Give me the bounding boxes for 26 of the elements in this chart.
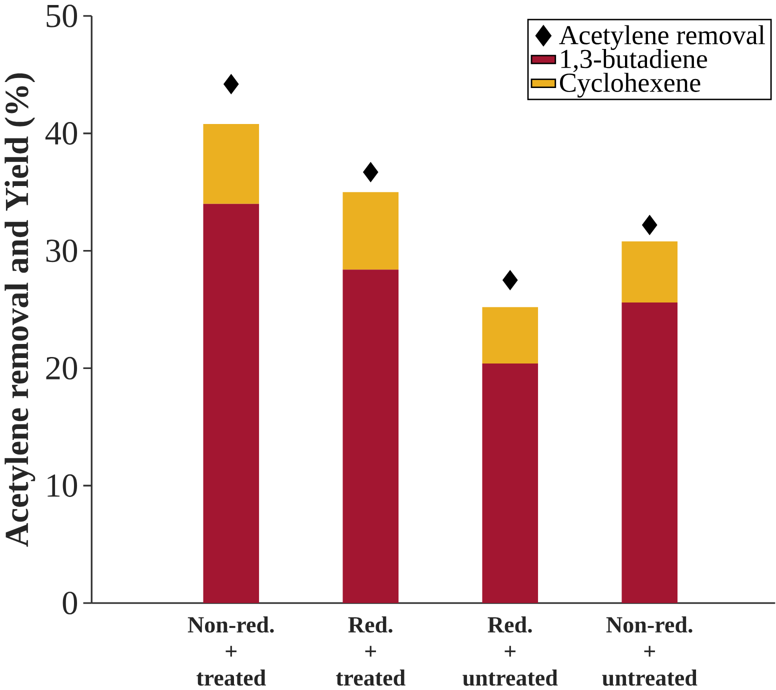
y-tick-label: 0: [62, 592, 78, 614]
x-tick-label: Red. + treated: [336, 616, 406, 686]
point: [363, 162, 378, 182]
bar: [342, 192, 399, 270]
bar: [203, 204, 260, 603]
bar: [622, 241, 678, 302]
y-tick-label: 30: [46, 239, 78, 262]
y-axis-title: Acetylene removal and Yield (%): [4, 73, 36, 547]
y-tick-label: 10: [48, 474, 78, 497]
point: [224, 74, 239, 94]
bar: [482, 363, 538, 603]
x-tick-label: Red. + untreated: [462, 616, 558, 686]
x-tick-label: Non-red. + treated: [188, 616, 274, 686]
legend-label: 1,3-butadiene: [561, 48, 708, 72]
legend-label: Acetylene removal: [559, 25, 765, 50]
legend-label: Cyclohexene: [560, 72, 700, 98]
y-tick-label: 50: [46, 4, 78, 28]
point: [502, 270, 518, 290]
bar: [203, 124, 260, 204]
x-tick-label: Non-red. + untreated: [602, 616, 698, 686]
bar: [482, 306, 538, 364]
bar: [342, 269, 399, 603]
point: [642, 214, 658, 235]
bar: [622, 302, 678, 603]
y-tick-label: 40: [45, 122, 78, 145]
y-tick-label: 20: [46, 356, 78, 380]
